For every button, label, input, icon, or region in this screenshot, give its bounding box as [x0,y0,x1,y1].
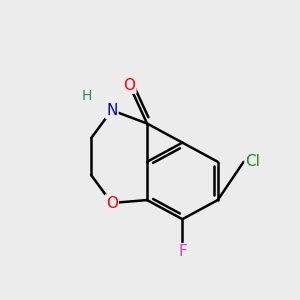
Text: O: O [106,196,118,211]
Text: O: O [123,78,135,93]
Text: Cl: Cl [246,154,260,169]
Text: H: H [82,88,92,103]
Text: N: N [106,103,117,118]
Text: F: F [178,244,187,259]
